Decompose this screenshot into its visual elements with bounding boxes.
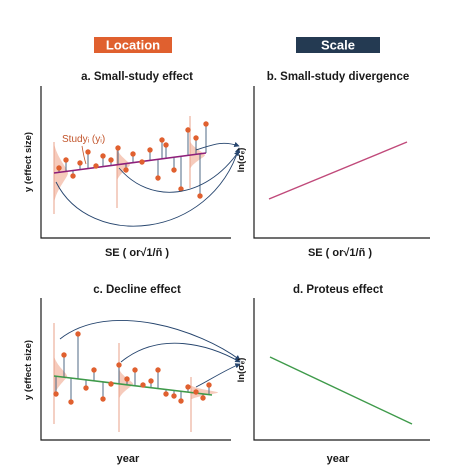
scale-header-bg (296, 37, 380, 53)
study-point-3 (70, 173, 76, 179)
panel-c-arrows (59, 319, 241, 388)
study-point-1 (56, 165, 62, 171)
arrow-1 (59, 319, 241, 361)
arrow-3 (195, 363, 241, 388)
study-point-4 (75, 331, 81, 337)
panel-d: year ln(σₑ) (236, 298, 430, 465)
panel-a-title: a. Small-study effect (81, 71, 193, 83)
study-point-22 (159, 137, 165, 143)
panel-c-trend-line (53, 375, 213, 396)
panel-d-line (269, 356, 413, 425)
panel-b-xlabel: SE ( or√1/ñ ) (308, 247, 372, 259)
study-point-11 (130, 151, 136, 157)
study-point-12 (139, 159, 145, 165)
study-point-20 (200, 395, 206, 401)
panel-c-guide-lines (53, 323, 192, 432)
study-point-12 (140, 382, 146, 388)
scale-header: Scale (296, 37, 380, 53)
study-point-10 (124, 376, 130, 382)
panel-a-density-shapes (54, 141, 205, 203)
location-header: Location (94, 37, 172, 53)
panel-a-xlabel: SE ( or√1/ñ ) (105, 247, 169, 259)
panel-a-guide-lines (53, 116, 191, 214)
study-point-1 (53, 391, 59, 397)
study-point-16 (171, 393, 177, 399)
panel-a-study-points (56, 121, 209, 199)
study-point-21 (197, 193, 203, 199)
panel-c-study-points (53, 331, 212, 405)
study-point-3 (68, 399, 74, 405)
location-header-bg (94, 37, 172, 53)
study-point-19 (193, 135, 199, 141)
study-point-9 (115, 145, 121, 151)
arrow-2 (120, 342, 241, 363)
density-shape-2 (117, 148, 130, 181)
panel-c-title: c. Decline effect (93, 284, 181, 296)
panel-c-axes (40, 298, 231, 441)
arrow-3 (195, 141, 240, 151)
density-shape-1 (54, 143, 68, 203)
study-point-17 (178, 186, 184, 192)
panel-c-residuals (55, 334, 210, 402)
study-point-5 (85, 149, 91, 155)
study-point-17 (178, 398, 184, 404)
study-point-16 (171, 167, 177, 173)
arrow-2 (118, 150, 240, 193)
study-point-6 (91, 367, 97, 373)
panel-c-xlabel: year (117, 453, 140, 465)
study-point-5 (83, 385, 89, 391)
panel-a-annotation-leader (81, 145, 87, 165)
study-point-6 (93, 163, 99, 169)
study-point-11 (132, 367, 138, 373)
study-point-8 (108, 381, 114, 387)
density-shape-3 (190, 141, 205, 170)
study-point-21 (206, 382, 212, 388)
study-point-8 (108, 157, 114, 163)
panel-a-trend-line (53, 152, 207, 174)
panel-b-title: b. Small-study divergence (267, 71, 410, 83)
panel-c: year y (effect size) (23, 298, 241, 465)
panel-a-ylabel: y (effect size) (23, 132, 34, 192)
scale-header-label: Scale (321, 38, 355, 53)
study-point-19 (193, 389, 199, 395)
panel-b-axes (253, 86, 430, 239)
panel-d-ylabel: ln(σₑ) (236, 358, 247, 383)
panel-d-axes (253, 298, 430, 441)
study-point-2 (61, 352, 67, 358)
study-point-4 (77, 160, 83, 166)
study-point-18 (185, 127, 191, 133)
study-point-15 (163, 142, 169, 148)
study-point-18 (185, 384, 191, 390)
location-header-label: Location (106, 38, 160, 53)
panel-d-xlabel: year (327, 453, 350, 465)
study-point-13 (148, 378, 154, 384)
study-point-10 (123, 167, 129, 173)
arrow-1 (55, 147, 241, 227)
panel-b: SE ( or√1/ñ ) ln(σₑ) (236, 86, 430, 259)
panel-a-axes (40, 86, 231, 239)
panel-c-ylabel: y (effect size) (23, 340, 34, 400)
density-shape-3 (191, 385, 218, 400)
panel-b-ylabel: ln(σₑ) (236, 148, 247, 173)
panel-d-title: d. Proteus effect (293, 284, 383, 296)
study-point-7 (100, 153, 106, 159)
study-point-13 (147, 147, 153, 153)
study-point-20 (203, 121, 209, 127)
study-point-9 (116, 362, 122, 368)
panel-b-line (268, 141, 408, 200)
panel-a-arrows (55, 141, 241, 227)
density-shape-2 (119, 368, 133, 399)
panel-a-study-annotation: Studyᵢ (yᵢ) (62, 134, 105, 145)
study-point-7 (100, 396, 106, 402)
study-point-2 (63, 157, 69, 163)
study-point-15 (163, 391, 169, 397)
panel-a: Studyᵢ (yᵢ) SE ( or√1/ñ ) y (effect size… (23, 86, 241, 259)
study-point-14 (155, 175, 161, 181)
study-point-14 (155, 367, 161, 373)
